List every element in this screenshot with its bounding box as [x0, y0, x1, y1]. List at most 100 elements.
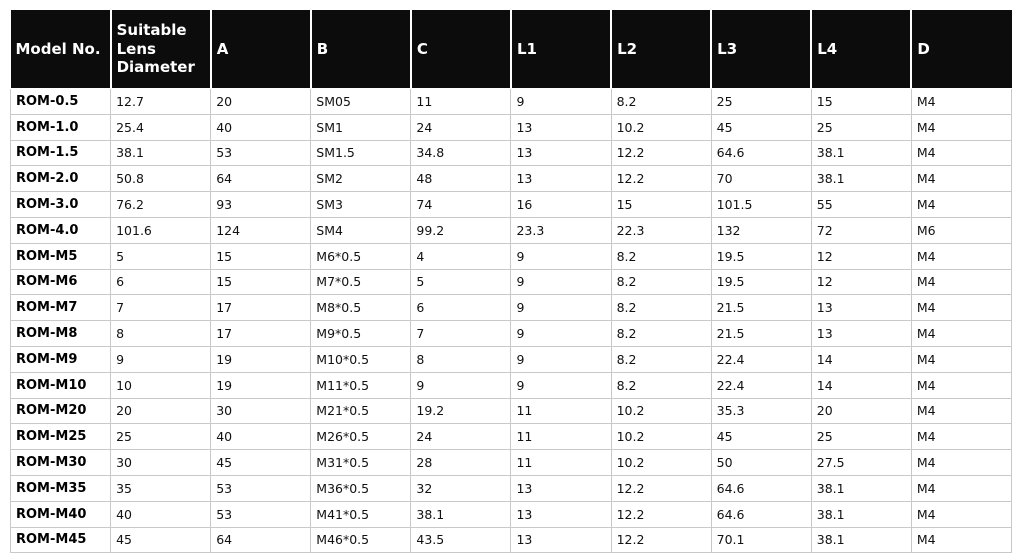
cell-a: 19 [210, 346, 312, 373]
cell-l2: 8.2 [610, 269, 712, 296]
cell-b: SM2 [310, 165, 412, 193]
cell-d: M4 [910, 140, 1013, 167]
cell-c: 74 [410, 191, 512, 218]
model-no-cell: ROM-M6 [9, 269, 112, 296]
cell-l4: 55 [810, 191, 912, 218]
cell-l1: 11 [510, 449, 612, 476]
cell-l2: 8.2 [610, 88, 712, 115]
header-cell-d: D [911, 10, 1012, 89]
spec-table-body: ROM-0.5 12.7 20 SM05 11 9 8.2 25 15 M4 ROM-1.0 25.4… [9, 88, 1013, 554]
table-row-rom-3-0: ROM-3.0 76.2 93 SM3 74 16 15 101.5 55 M4 [9, 191, 1013, 218]
table-row-rom-m30: ROM-M30 30 45 M31*0.5 28 11 10.2 50 27.5 M4 [9, 449, 1013, 476]
cell-l2: 22.3 [610, 217, 712, 244]
cell-b: M9*0.5 [310, 320, 412, 347]
cell-a: 64 [210, 527, 312, 554]
cell-l2: 8.2 [610, 372, 712, 399]
cell-l2: 12.2 [610, 527, 712, 554]
table-row-rom-2-0: ROM-2.0 50.8 64 SM2 48 13 12.2 70 38.1 M4 [9, 165, 1013, 193]
table-row-rom-m40: ROM-M40 40 53 M41*0.5 38.1 13 12.2 64.6 38.1 M4 [9, 501, 1013, 528]
cell-l3: 21.5 [710, 320, 812, 347]
cell-l1: 9 [510, 88, 612, 115]
model-no-cell: ROM-M40 [9, 501, 112, 528]
header-cell-model-no: Model No. [10, 10, 112, 89]
table-row-rom-0-5: ROM-0.5 12.7 20 SM05 11 9 8.2 25 15 M4 [9, 88, 1013, 115]
table-row-rom-m8: ROM-M8 8 17 M9*0.5 7 9 8.2 21.5 13 M4 [9, 320, 1013, 347]
cell-a: 45 [210, 449, 312, 476]
cell-l2: 12.2 [610, 165, 712, 193]
cell-d: M4 [910, 191, 1013, 218]
model-no-cell: ROM-M35 [9, 475, 112, 502]
table-row-rom-m7: ROM-M7 7 17 M8*0.5 6 9 8.2 21.5 13 M4 [9, 294, 1013, 322]
cell-d: M4 [910, 527, 1013, 554]
cell-a: 53 [210, 501, 312, 528]
model-no-cell: ROM-3.0 [9, 191, 112, 218]
table-row-rom-m25: ROM-M25 25 40 M26*0.5 24 11 10.2 45 25 M4 [9, 423, 1013, 451]
cell-l4: 38.1 [810, 165, 912, 193]
cell-a: 19 [210, 372, 312, 399]
cell-l4: 20 [810, 398, 912, 425]
cell-l3: 35.3 [710, 398, 812, 425]
cell-l3: 22.4 [710, 372, 812, 399]
cell-a: 53 [210, 475, 312, 502]
cell-suitable-lens-diameter: 25.4 [110, 114, 212, 141]
cell-suitable-lens-diameter: 25 [110, 423, 212, 451]
cell-a: 40 [210, 423, 312, 451]
cell-l3: 25 [710, 88, 812, 115]
model-no-cell: ROM-0.5 [9, 88, 112, 115]
cell-l4: 14 [810, 346, 912, 373]
model-no-cell: ROM-M45 [9, 527, 112, 554]
cell-l2: 12.2 [610, 501, 712, 528]
header-cell-l2: L2 [611, 10, 713, 89]
cell-l3: 45 [710, 114, 812, 141]
header-cell-a: A [210, 10, 312, 89]
cell-a: 40 [210, 114, 312, 141]
model-no-cell: ROM-2.0 [9, 165, 112, 193]
model-no-cell: ROM-M5 [9, 243, 112, 270]
cell-l4: 12 [810, 269, 912, 296]
cell-l1: 9 [510, 346, 612, 373]
cell-c: 4 [410, 243, 512, 270]
cell-c: 48 [410, 165, 512, 193]
cell-c: 99.2 [410, 217, 512, 244]
cell-d: M4 [910, 320, 1013, 347]
cell-b: M41*0.5 [310, 501, 412, 528]
header-cell-c: C [410, 10, 512, 89]
header-cell-l3: L3 [711, 10, 813, 89]
cell-suitable-lens-diameter: 101.6 [110, 217, 212, 244]
header-cell-suitable-lens-diameter: Suitable Lens Diameter [110, 10, 212, 89]
cell-l2: 12.2 [610, 140, 712, 167]
model-no-cell: ROM-M7 [9, 294, 112, 322]
cell-l1: 23.3 [510, 217, 612, 244]
cell-l4: 15 [810, 88, 912, 115]
cell-b: SM3 [310, 191, 412, 218]
cell-b: SM05 [310, 88, 412, 115]
cell-d: M4 [910, 88, 1013, 115]
cell-l4: 14 [810, 372, 912, 399]
cell-l1: 9 [510, 320, 612, 347]
header-cell-l1: L1 [510, 10, 613, 89]
cell-l4: 38.1 [810, 527, 912, 554]
cell-b: M36*0.5 [310, 475, 412, 502]
cell-c: 7 [410, 320, 512, 347]
cell-l3: 64.6 [710, 501, 812, 528]
cell-b: M46*0.5 [310, 527, 412, 554]
cell-a: 30 [210, 398, 312, 425]
cell-b: M10*0.5 [310, 346, 412, 373]
cell-l3: 19.5 [710, 243, 812, 270]
model-no-cell: ROM-1.0 [9, 114, 112, 141]
cell-l3: 70.1 [710, 527, 812, 554]
table-row-rom-4-0: ROM-4.0 101.6 124 SM4 99.2 23.3 22.3 132 72 M6 [9, 217, 1013, 244]
model-no-cell: ROM-M10 [9, 372, 112, 399]
cell-a: 15 [210, 243, 312, 270]
cell-suitable-lens-diameter: 40 [110, 501, 212, 528]
cell-c: 24 [410, 114, 512, 141]
cell-d: M4 [910, 269, 1013, 296]
cell-l1: 11 [510, 423, 612, 451]
cell-suitable-lens-diameter: 9 [110, 346, 212, 373]
model-no-cell: ROM-M9 [9, 346, 112, 373]
cell-l3: 21.5 [710, 294, 812, 322]
cell-c: 11 [410, 88, 512, 115]
table-row-rom-1-5: ROM-1.5 38.1 53 SM1.5 34.8 13 12.2 64.6 38.1 M4 [9, 140, 1013, 167]
table-row-rom-m45: ROM-M45 45 64 M46*0.5 43.5 13 12.2 70.1 38.1 M4 [9, 527, 1013, 554]
